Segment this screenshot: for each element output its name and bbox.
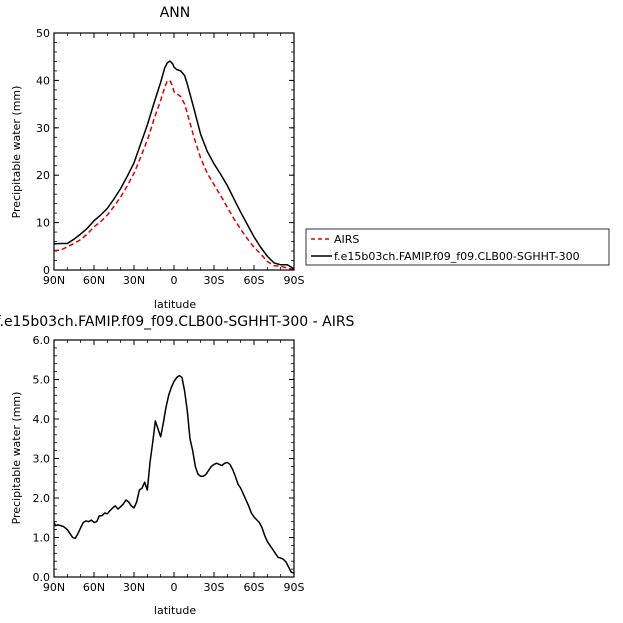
y-tick-label: 30	[36, 122, 50, 135]
y-tick-label: 10	[36, 217, 50, 230]
x-tick-label: 0	[171, 581, 178, 594]
panel-difference: f.e15b03ch.FAMIP.f09_f09.CLB00-SGHHT-300…	[0, 314, 355, 617]
x-tick-label: 60N	[83, 581, 105, 594]
x-tick-label: 60S	[244, 581, 265, 594]
y-tick-label: 4.0	[33, 413, 51, 426]
series-line-1	[53, 60, 295, 270]
chart-title: f.e15b03ch.FAMIP.f09_f09.CLB00-SGHHT-300…	[0, 314, 355, 330]
series-line-0	[53, 374, 295, 574]
x-tick-label: 30S	[204, 581, 225, 594]
panel-annual: ANN Precipitable water (mm) latitude 90N…	[10, 5, 610, 311]
y-tick-label: 0	[43, 264, 50, 277]
x-tick-label: 90S	[284, 274, 305, 287]
x-tick-label: 30N	[123, 581, 145, 594]
legend-label-model: f.e15b03ch.FAMIP.f09_f09.CLB00-SGHHT-300	[334, 250, 580, 263]
x-tick-label: 0	[171, 274, 178, 287]
y-tick-label: 6.0	[33, 334, 51, 347]
x-tick-label: 90N	[43, 274, 65, 287]
x-tick-label: 90S	[284, 581, 305, 594]
y-tick-label: 50	[36, 27, 50, 40]
legend-label-airs: AIRS	[334, 233, 359, 246]
plot-frame	[53, 32, 295, 271]
x-tick-label: 90N	[43, 581, 65, 594]
x-tick-label: 60N	[83, 274, 105, 287]
chart-title: ANN	[160, 5, 191, 21]
y-tick-label: 40	[36, 74, 50, 87]
y-axis-label: Precipitable water (mm)	[10, 392, 23, 525]
x-axis-label: latitude	[154, 604, 196, 617]
x-tick-label: 30S	[204, 274, 225, 287]
y-tick-label: 2.0	[33, 492, 51, 505]
y-tick-label: 5.0	[33, 374, 51, 387]
x-axis-label: latitude	[154, 298, 196, 311]
series-line-0	[53, 80, 295, 271]
y-tick-label: 1.0	[33, 532, 51, 545]
plot-frame	[53, 339, 295, 578]
y-tick-label: 3.0	[33, 453, 51, 466]
x-tick-label: 30N	[123, 274, 145, 287]
x-tick-label: 60S	[244, 274, 265, 287]
legend-box	[305, 228, 610, 266]
y-tick-label: 0.0	[33, 571, 51, 584]
y-axis-label: Precipitable water (mm)	[10, 86, 23, 219]
y-tick-label: 20	[36, 169, 50, 182]
legend: AIRS f.e15b03ch.FAMIP.f09_f09.CLB00-SGHH…	[305, 228, 610, 266]
